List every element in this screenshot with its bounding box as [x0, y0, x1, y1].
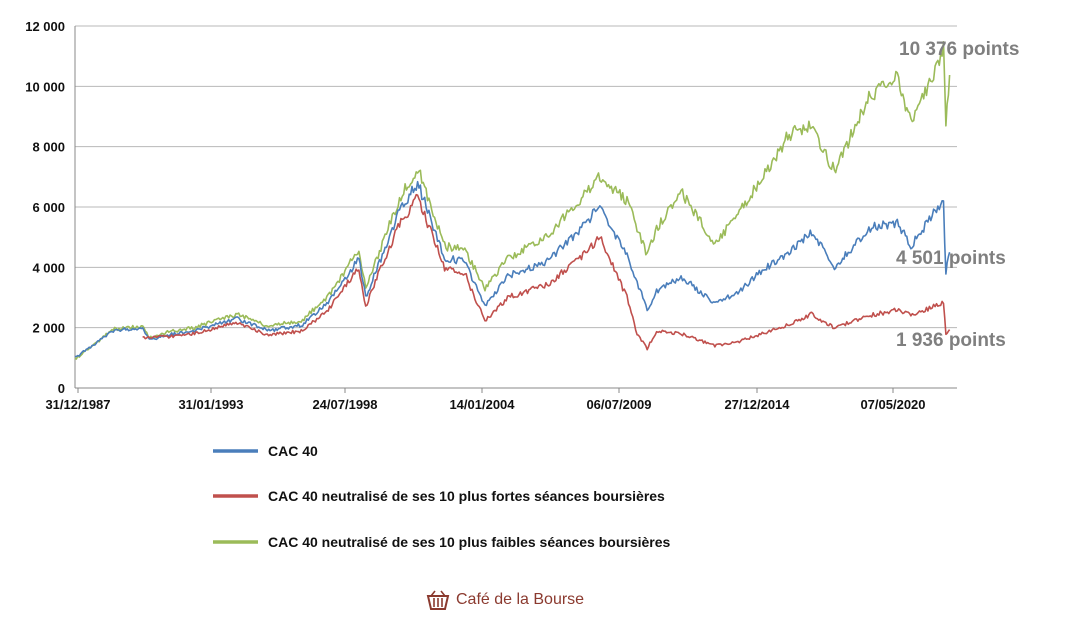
brand-name: Café de la Bourse: [456, 591, 585, 608]
x-tick-label: 07/05/2020: [860, 397, 925, 412]
series-line: [142, 193, 951, 351]
y-tick-label: 0: [58, 381, 65, 396]
gridlines: [75, 25, 957, 389]
end-labels: 10 376 points 4 501 points 1 936 points: [896, 39, 1019, 351]
y-tick-label: 10 000: [25, 79, 65, 94]
x-tick-label: 06/07/2009: [586, 397, 651, 412]
x-tick-label: 27/12/2014: [724, 397, 790, 412]
x-tick-label: 24/07/1998: [312, 397, 377, 412]
y-tick-label: 8 000: [32, 140, 65, 155]
series-lines: [74, 41, 951, 360]
series-line: [74, 180, 951, 358]
legend-label: CAC 40 neutralisé de ses 10 plus fortes …: [268, 488, 665, 504]
end-value-label: 1 936 points: [896, 330, 1006, 351]
y-tick-label: 2 000: [32, 321, 65, 336]
y-tick-label: 6 000: [32, 200, 65, 215]
series-line: [74, 41, 951, 360]
axes: 0 2 000 4 000 6 000 8 000 10 000 12 000 31/12/1…: [25, 19, 957, 412]
y-tick-label: 4 000: [32, 260, 65, 275]
end-value-label: 4 501 points: [896, 248, 1006, 269]
end-value-label: 10 376 points: [899, 39, 1019, 60]
x-tick-label: 31/01/1993: [178, 397, 243, 412]
legend-label: CAC 40 neutralisé de ses 10 plus faibles…: [268, 534, 671, 550]
legend-label: CAC 40: [268, 443, 318, 459]
brand-logo: Café de la Bourse: [426, 590, 584, 610]
basket-icon: [426, 590, 450, 610]
y-tick-label: 12 000: [25, 19, 65, 34]
x-tick-label: 31/12/1987: [45, 397, 110, 412]
legend: CAC 40 CAC 40 neutralisé de ses 10 plus f…: [213, 443, 671, 550]
x-tick-label: 14/01/2004: [449, 397, 515, 412]
